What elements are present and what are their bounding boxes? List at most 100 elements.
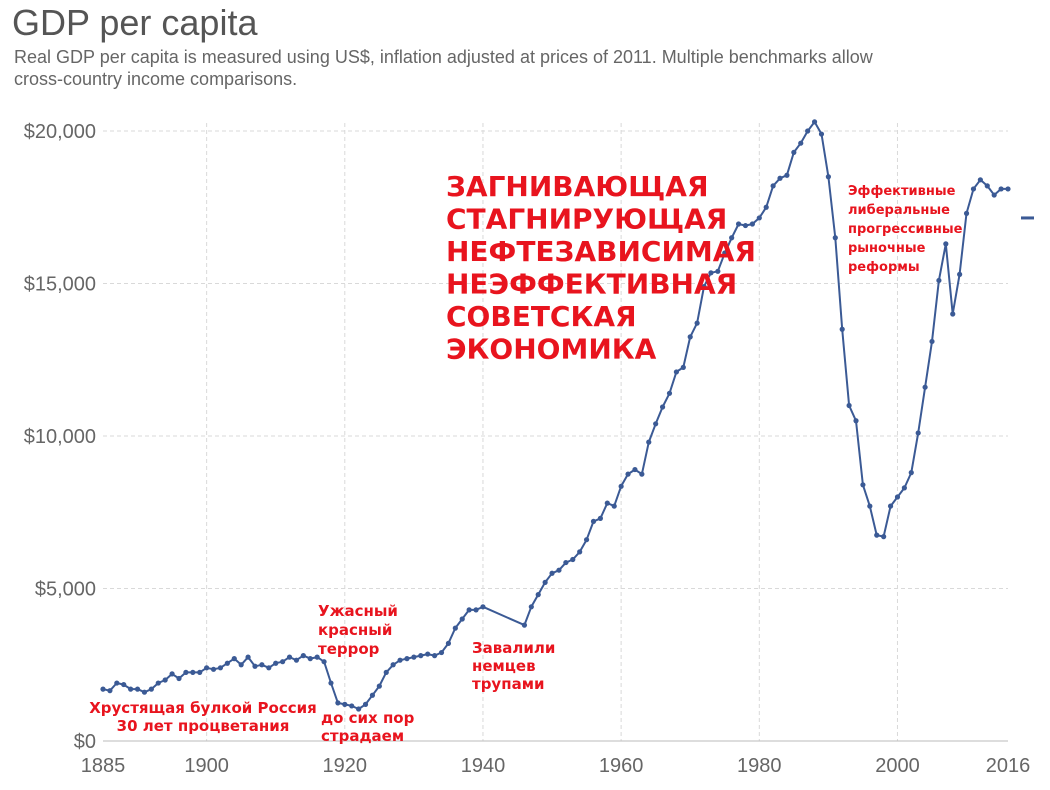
data-point xyxy=(134,686,141,692)
data-point xyxy=(611,503,617,509)
y-tick-label: $0 xyxy=(74,731,96,753)
x-tick-label: 1885 xyxy=(81,755,126,777)
subtitle-line-2: cross-country income comparisons. xyxy=(14,69,298,89)
data-point xyxy=(286,654,293,660)
data-point xyxy=(860,482,866,488)
data-point xyxy=(369,692,376,698)
data-point xyxy=(735,221,742,227)
data-point xyxy=(342,701,348,708)
data-point xyxy=(418,653,424,659)
data-point xyxy=(480,604,486,610)
data-point xyxy=(362,701,369,708)
data-point xyxy=(148,686,154,692)
annotation-line: прогрессивные xyxy=(848,222,963,237)
x-tick-label: 2000 xyxy=(875,755,920,777)
annotation-line: Хрустящая булкой Россия xyxy=(89,699,317,717)
data-point xyxy=(646,439,652,445)
data-point xyxy=(245,654,251,660)
data-point xyxy=(749,221,755,227)
data-point xyxy=(867,503,873,509)
annotation-line: Ужасный xyxy=(318,602,398,620)
data-point xyxy=(252,663,258,669)
data-point xyxy=(604,500,610,506)
data-point xyxy=(556,567,562,573)
data-point xyxy=(908,470,914,476)
data-point xyxy=(777,175,783,181)
data-point xyxy=(224,660,230,666)
data-point xyxy=(577,549,583,555)
annotation-line: рыночные xyxy=(848,241,926,256)
data-point xyxy=(238,662,244,668)
data-point xyxy=(328,680,334,686)
data-point xyxy=(673,369,679,375)
data-point xyxy=(356,706,362,712)
data-point xyxy=(107,688,113,694)
data-point xyxy=(597,515,604,521)
data-point xyxy=(722,250,728,256)
data-point xyxy=(141,689,148,695)
data-point xyxy=(839,326,845,332)
data-point xyxy=(811,119,818,125)
data-point xyxy=(977,177,983,183)
chart-subtitle: Real GDP per capita is measured using US… xyxy=(14,46,1014,90)
annotation-line: реформы xyxy=(848,260,920,275)
x-tick-label: 1920 xyxy=(323,755,368,777)
data-point xyxy=(300,653,306,659)
data-point xyxy=(190,669,196,675)
data-point xyxy=(162,677,168,683)
annotation-soviet-economy: ЗАГНИВАЮЩАЯСТАГНИРУЮЩАЯНЕФТЕЗАВИСИМАЯНЕЭ… xyxy=(446,170,756,366)
y-tick-label: $10,000 xyxy=(24,426,96,448)
data-point xyxy=(894,494,901,500)
data-point xyxy=(791,149,797,155)
data-point xyxy=(763,204,769,210)
annotation-line: СТАГНИРУЮЩАЯ xyxy=(446,203,727,236)
data-point xyxy=(445,640,452,647)
annotation-line: НЕЭФФЕКТИВНАЯ xyxy=(446,268,737,301)
data-point xyxy=(818,131,825,137)
data-point xyxy=(314,654,320,660)
data-point xyxy=(583,537,590,543)
annotation-line: ЗАГНИВАЮЩАЯ xyxy=(446,170,709,203)
data-point xyxy=(625,471,631,477)
data-point xyxy=(570,556,576,563)
subtitle-line-1: Real GDP per capita is measured using US… xyxy=(14,47,873,67)
data-point xyxy=(666,390,673,396)
data-point xyxy=(825,174,831,180)
data-point xyxy=(528,604,534,610)
data-point xyxy=(887,503,894,509)
data-point xyxy=(1005,186,1011,192)
annotation-line: ЭКОНОМИКА xyxy=(446,333,657,366)
annotation-line: 30 лет процветания xyxy=(117,717,290,735)
data-point xyxy=(832,235,838,241)
data-point xyxy=(204,665,210,671)
data-point xyxy=(618,483,624,489)
data-point xyxy=(542,579,548,586)
annotation-line: СОВЕТСКАЯ xyxy=(446,300,637,333)
annotation-line: немцев xyxy=(472,657,536,675)
annotation-line: либеральные xyxy=(848,203,950,218)
data-point xyxy=(183,669,189,675)
data-point xyxy=(915,430,921,436)
data-point xyxy=(770,183,776,189)
data-point xyxy=(805,128,811,134)
data-point xyxy=(742,222,749,229)
x-tick-label: 1900 xyxy=(184,755,229,777)
x-tick-label: 1960 xyxy=(599,755,644,777)
data-point xyxy=(998,186,1004,192)
annotation-line: трупами xyxy=(472,675,544,693)
data-point xyxy=(411,654,417,660)
data-point xyxy=(922,384,928,390)
x-tick-label: 1940 xyxy=(461,755,506,777)
data-point xyxy=(984,183,990,189)
data-point xyxy=(293,657,300,663)
data-point xyxy=(991,192,997,198)
annotation-reforms: Эффективные либеральные прогрессивные рыноч… xyxy=(848,184,963,275)
data-point xyxy=(231,656,237,662)
x-tick-label: 2016 xyxy=(986,755,1031,777)
data-point xyxy=(535,592,541,598)
data-point xyxy=(100,686,106,692)
annotation-line: страдаем xyxy=(321,727,404,745)
